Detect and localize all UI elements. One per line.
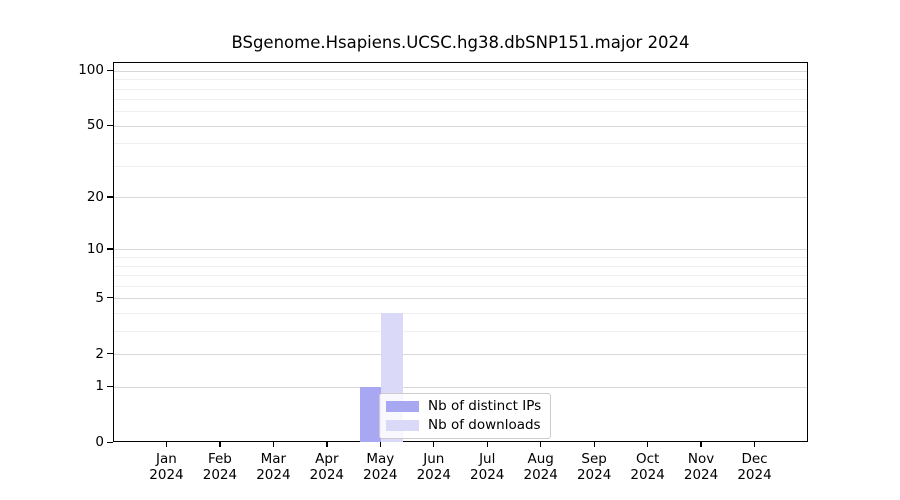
legend-item: Nb of downloads [386, 417, 541, 433]
x-tick-label: Nov 2024 [666, 451, 736, 483]
x-tick [326, 441, 328, 447]
gridline-minor [114, 88, 807, 90]
x-tick-month: Feb [207, 451, 232, 467]
legend-swatch [386, 419, 419, 431]
x-tick-month: Nov [687, 451, 715, 467]
y-tick [107, 441, 113, 443]
y-tick [107, 353, 113, 355]
x-tick [219, 441, 221, 447]
plot-area: Nb of distinct IPs Nb of downloads [113, 62, 808, 442]
gridline-major [114, 125, 807, 127]
x-tick-month: Apr [315, 451, 339, 467]
y-tick-label: 20 [86, 188, 104, 205]
y-tick-label: 1 [95, 378, 104, 395]
gridline-minor [114, 165, 807, 167]
x-tick-year: 2024 [363, 467, 398, 483]
x-tick-year: 2024 [309, 467, 345, 483]
gridline-major [114, 249, 807, 251]
x-tick [700, 441, 702, 447]
y-tick-label: 100 [78, 62, 104, 79]
chart-title: BSgenome.Hsapiens.UCSC.hg38.dbSNP151.maj… [231, 33, 690, 52]
x-tick [647, 441, 649, 447]
x-tick-label: May 2024 [345, 451, 415, 483]
x-tick [593, 441, 595, 447]
y-tick-label: 5 [95, 289, 104, 306]
x-tick [486, 441, 488, 447]
x-tick-year: 2024 [683, 467, 719, 483]
x-tick-year: 2024 [630, 467, 665, 483]
x-tick-label: Oct 2024 [613, 451, 683, 483]
gridline-major [114, 70, 807, 72]
x-tick-month: Aug [527, 451, 554, 467]
y-tick-label: 50 [86, 117, 104, 134]
gridline-major [114, 197, 807, 199]
gridline-minor [114, 99, 807, 101]
x-tick-year: 2024 [416, 467, 451, 483]
x-tick-month: Sep [581, 451, 607, 467]
y-tick-label: 2 [95, 345, 104, 362]
x-tick-label: Apr 2024 [292, 451, 362, 483]
gridline-minor [114, 143, 807, 145]
gridline-minor [114, 111, 807, 113]
x-tick-label: Jun 2024 [399, 451, 469, 483]
x-tick-year: 2024 [523, 467, 558, 483]
y-tick [107, 248, 113, 250]
x-tick-label: Jul 2024 [452, 451, 522, 483]
x-tick-year: 2024 [149, 467, 184, 483]
gridline-minor [114, 285, 807, 287]
gridline-minor [114, 275, 807, 277]
x-tick [272, 441, 275, 447]
x-tick-label: Dec 2024 [720, 451, 790, 483]
y-tick [107, 196, 113, 198]
y-tick [107, 124, 113, 127]
legend-swatch [386, 400, 419, 412]
x-tick [753, 441, 756, 447]
y-tick [107, 297, 113, 299]
legend-label: Nb of distinct IPs [428, 398, 542, 414]
y-tick-label: 0 [95, 434, 104, 450]
gridline-minor [114, 79, 807, 81]
gridline-major [114, 298, 807, 300]
x-tick-label: Sep 2024 [559, 451, 629, 483]
x-tick-month: Oct [635, 451, 660, 467]
x-tick [379, 441, 381, 447]
x-tick-month: Mar [260, 451, 287, 467]
x-tick-label: Mar 2024 [238, 451, 308, 483]
x-tick-year: 2024 [470, 467, 505, 483]
y-tick [107, 385, 113, 387]
x-tick-year: 2024 [737, 467, 772, 483]
x-tick-month: Dec [741, 451, 768, 467]
legend: Nb of distinct IPs Nb of downloads [379, 393, 552, 439]
gridline-minor [114, 257, 807, 259]
legend-label: Nb of downloads [428, 417, 541, 433]
gridline-minor [114, 330, 807, 332]
y-tick-label: 10 [86, 240, 104, 257]
x-tick-month: Jul [479, 451, 496, 467]
x-tick-month: Jun [423, 451, 445, 467]
x-tick [540, 441, 542, 447]
x-tick-month: Jan [156, 451, 177, 467]
gridline-minor [114, 312, 807, 314]
gridline-minor [114, 265, 807, 267]
x-tick [433, 441, 435, 447]
y-tick [107, 69, 113, 72]
x-tick-label: Aug 2024 [506, 451, 576, 483]
x-tick-label: Jan 2024 [131, 451, 201, 483]
x-tick-year: 2024 [576, 467, 612, 483]
legend-item: Nb of distinct IPs [386, 398, 541, 414]
x-tick-label: Feb 2024 [185, 451, 255, 483]
gridline-major [114, 386, 807, 388]
x-tick-year: 2024 [256, 467, 291, 483]
x-tick-month: May [366, 451, 395, 467]
x-tick [165, 441, 168, 447]
x-tick-year: 2024 [202, 467, 238, 483]
bar-distinct-ips [359, 387, 382, 442]
gridline-major [114, 354, 807, 356]
